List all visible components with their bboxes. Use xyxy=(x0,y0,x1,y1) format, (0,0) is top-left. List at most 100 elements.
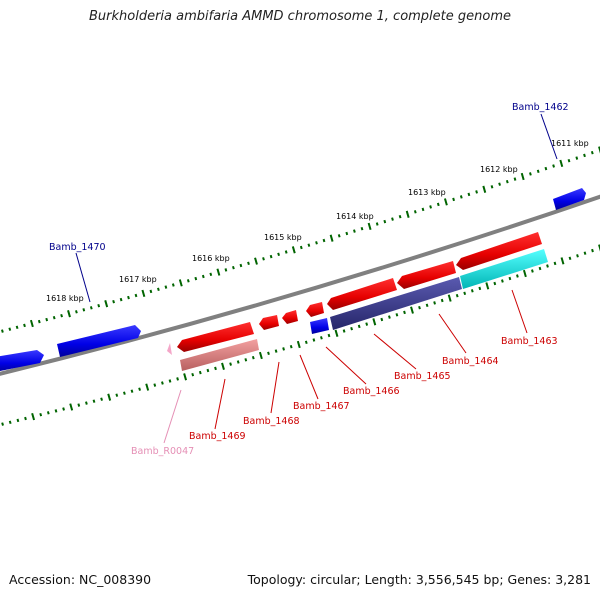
outer-tick-31 xyxy=(224,268,228,272)
inner-tick-54 xyxy=(403,310,406,315)
gene-label-bamb-1466[interactable]: Bamb_1466 xyxy=(343,386,400,397)
gene-feature-bamb-1465[interactable] xyxy=(327,278,397,310)
outer-tick-69 xyxy=(513,177,517,181)
gene-label-bamb-1465[interactable]: Bamb_1465 xyxy=(394,371,451,382)
gene-feature-bamb-1462[interactable] xyxy=(553,188,586,210)
outer-tick-79 xyxy=(590,150,594,155)
inner-tick-68 xyxy=(508,276,512,281)
outer-tick-47 xyxy=(345,231,349,236)
outer-tick-80 xyxy=(598,146,600,154)
gene-feature-bamb-1469[interactable] xyxy=(177,322,254,352)
gene-feature-bamb-1465-b[interactable] xyxy=(330,277,462,330)
gene-labels: Bamb_1462 Bamb_1470 Bamb_1463 Bamb_1464 … xyxy=(49,102,569,457)
inner-tick-69 xyxy=(516,274,519,278)
outer-tick-9 xyxy=(60,313,63,318)
gene-feature-bamb-1469-pseudo[interactable] xyxy=(180,339,259,371)
outer-tick-48 xyxy=(353,229,356,233)
gene-feature-bamb-1466-a[interactable] xyxy=(306,302,324,317)
inner-tick-14 xyxy=(100,397,103,401)
outer-tick-54 xyxy=(398,214,402,219)
inner-tick-46 xyxy=(342,329,346,333)
inner-tick-78 xyxy=(583,251,587,255)
inner-tick-76 xyxy=(568,256,572,261)
gene-feature-bamb-1463[interactable] xyxy=(456,232,542,270)
outer-tick-55 xyxy=(405,210,410,218)
inner-tick-61 xyxy=(455,293,459,298)
accession-text: Accession: NC_008390 xyxy=(9,572,152,587)
inner-tick-53 xyxy=(395,313,399,317)
inner-tick-34 xyxy=(251,355,255,360)
gene-feature-bamb-1467[interactable] xyxy=(282,310,298,324)
outer-tick-75 xyxy=(559,159,564,168)
leader-bamb-1465 xyxy=(373,333,417,370)
outer-tick-40 xyxy=(291,246,296,254)
outer-tick-4 xyxy=(23,323,26,328)
inner-tick-9 xyxy=(62,407,65,411)
kbp-label-1611: 1611 kbp xyxy=(551,139,589,148)
gene-feature-bamb-1468[interactable] xyxy=(259,315,279,330)
inner-tick-57 xyxy=(425,303,429,308)
inner-tick-42 xyxy=(312,338,316,342)
outer-tick-46 xyxy=(337,234,341,238)
inner-tick-66 xyxy=(493,281,497,286)
inner-tick-71 xyxy=(531,269,534,273)
outer-tick-44 xyxy=(322,238,326,243)
outer-tick-76 xyxy=(567,158,571,163)
outer-tick-74 xyxy=(552,164,555,168)
outer-tick-21 xyxy=(149,289,153,294)
gene-feature-bamb-r0047[interactable] xyxy=(167,343,172,355)
outer-tick-track xyxy=(1,146,600,333)
outer-tick-61 xyxy=(452,197,455,202)
gene-label-bamb-1463[interactable]: Bamb_1463 xyxy=(501,336,558,347)
inner-tick-40 xyxy=(296,340,301,349)
gene-feature-bamb-1466-b[interactable] xyxy=(310,318,329,334)
inner-tick-50 xyxy=(372,318,377,326)
inner-tick-20 xyxy=(145,383,150,391)
outer-tick-1 xyxy=(1,329,4,333)
outer-tick-59 xyxy=(436,202,440,207)
gene-feature-bamb-1464[interactable] xyxy=(397,261,456,289)
outer-tick-52 xyxy=(383,219,387,224)
outer-tick-2 xyxy=(8,327,12,331)
inner-tick-64 xyxy=(478,286,482,291)
gene-feature-bamb-1470[interactable] xyxy=(57,325,141,357)
outer-tick-10 xyxy=(67,310,71,318)
outer-tick-12 xyxy=(82,308,86,312)
inner-tick-30 xyxy=(221,362,225,370)
inner-tick-15 xyxy=(107,393,112,401)
inner-tick-67 xyxy=(501,279,504,283)
kbp-label-1618: 1618 kbp xyxy=(46,294,84,303)
inner-tick-74 xyxy=(553,261,557,266)
inner-tick-43 xyxy=(320,336,323,340)
gene-label-bamb-1469[interactable]: Bamb_1469 xyxy=(189,431,246,442)
gene-feature-bamb-1471[interactable] xyxy=(0,350,44,372)
inner-tick-19 xyxy=(138,387,141,391)
inner-tick-55 xyxy=(410,306,414,314)
gene-label-bamb-1462[interactable]: Bamb_1462 xyxy=(512,102,569,113)
outer-tick-49 xyxy=(360,226,364,231)
inner-tick-79 xyxy=(591,248,594,253)
kbp-label-1614: 1614 kbp xyxy=(336,212,374,221)
gene-label-bamb-1464[interactable]: Bamb_1464 xyxy=(442,356,499,367)
leader-bamb-1469 xyxy=(214,378,226,430)
inner-tick-2 xyxy=(8,420,12,425)
gene-label-bamb-r0047[interactable]: Bamb_R0047 xyxy=(131,446,194,457)
gene-label-bamb-1467[interactable]: Bamb_1467 xyxy=(293,401,350,412)
gene-feature-bamb-1463-b[interactable] xyxy=(460,249,548,289)
gene-label-bamb-1468[interactable]: Bamb_1468 xyxy=(243,416,300,427)
leader-bamb-r0047 xyxy=(163,389,182,444)
kbp-label-1617: 1617 kbp xyxy=(119,275,157,284)
inner-tick-28 xyxy=(206,368,210,373)
gene-label-bamb-1470[interactable]: Bamb_1470 xyxy=(49,242,106,253)
inner-tick-39 xyxy=(289,344,293,349)
inner-tick-65 xyxy=(485,282,490,290)
outer-tick-26 xyxy=(186,279,190,283)
outer-tick-27 xyxy=(194,276,198,281)
outer-tick-72 xyxy=(536,169,540,174)
outer-tick-37 xyxy=(269,254,273,259)
map-title: Burkholderia ambifaria AMMD chromosome 1… xyxy=(88,9,512,24)
kbp-label-1615: 1615 kbp xyxy=(264,233,302,242)
inner-tick-35 xyxy=(258,351,263,360)
leader-bamb-1470 xyxy=(75,252,91,303)
